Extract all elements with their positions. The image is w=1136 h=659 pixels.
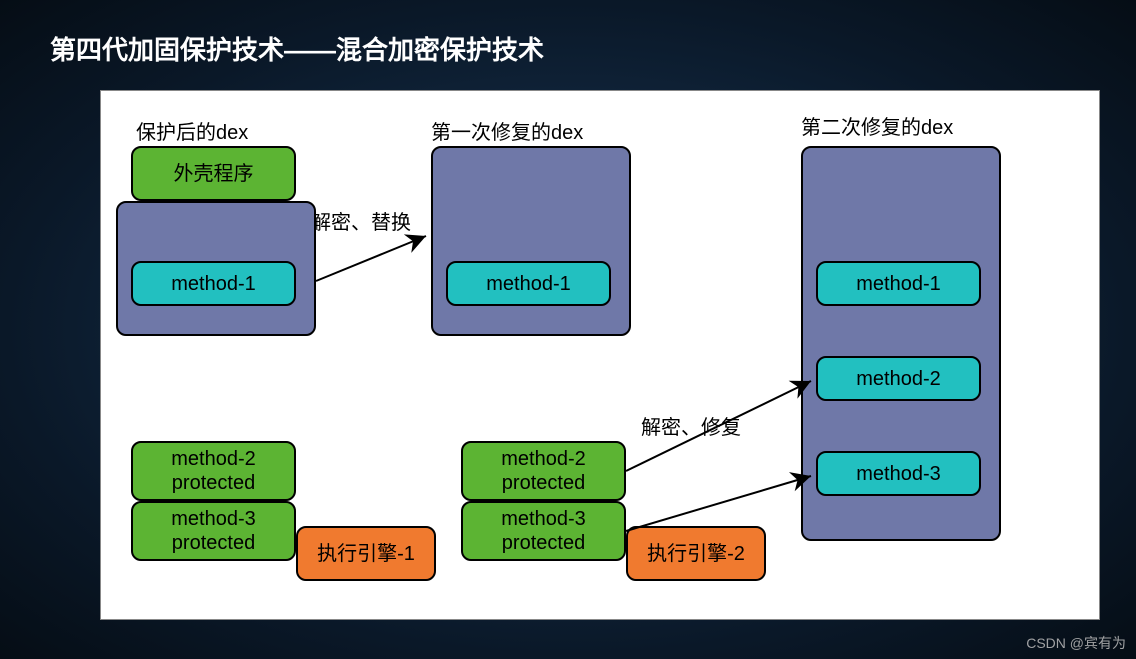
text-m1a: method-1 (171, 272, 256, 296)
box-m2p-a: method-2protected (131, 441, 296, 501)
box-m1b: method-1 (446, 261, 611, 306)
label-col1: 保护后的dex (136, 116, 248, 145)
box-eng2: 执行引擎-2 (626, 526, 766, 581)
page-title: 第四代加固保护技术——混合加密保护技术 (50, 30, 544, 67)
text-eng1: 执行引擎-1 (317, 542, 415, 566)
watermark: CSDN @宾有为 (1026, 633, 1126, 653)
box-m3p-a: method-3protected (131, 501, 296, 561)
box-m3p-b: method-3protected (461, 501, 626, 561)
text-eng2: 执行引擎-2 (647, 542, 745, 566)
box-m1a: method-1 (131, 261, 296, 306)
box-m1c: method-1 (816, 261, 981, 306)
label-col3: 第二次修复的dex (801, 111, 953, 140)
box-eng1: 执行引擎-1 (296, 526, 436, 581)
box-m2p-b: method-2protected (461, 441, 626, 501)
text-shell: 外壳程序 (174, 162, 254, 186)
box-dex2 (431, 146, 631, 336)
label-arrow1: 解密、替换 (311, 206, 411, 235)
text-m3p-b: method-3protected (501, 507, 586, 555)
box-shell: 外壳程序 (131, 146, 296, 201)
label-col2: 第一次修复的dex (431, 116, 583, 145)
text-m1c: method-1 (856, 272, 941, 296)
text-m2p-b: method-2protected (501, 447, 586, 495)
box-m3c: method-3 (816, 451, 981, 496)
text-m3c: method-3 (856, 462, 941, 486)
label-arrow2: 解密、修复 (641, 411, 741, 440)
text-m2c: method-2 (856, 367, 941, 391)
text-m3p-a: method-3protected (171, 507, 256, 555)
text-m1b: method-1 (486, 272, 571, 296)
text-m2p-a: method-2protected (171, 447, 256, 495)
box-m2c: method-2 (816, 356, 981, 401)
diagram-canvas: 保护后的dex 第一次修复的dex 第二次修复的dex 解密、替换 解密、修复 … (100, 90, 1100, 620)
